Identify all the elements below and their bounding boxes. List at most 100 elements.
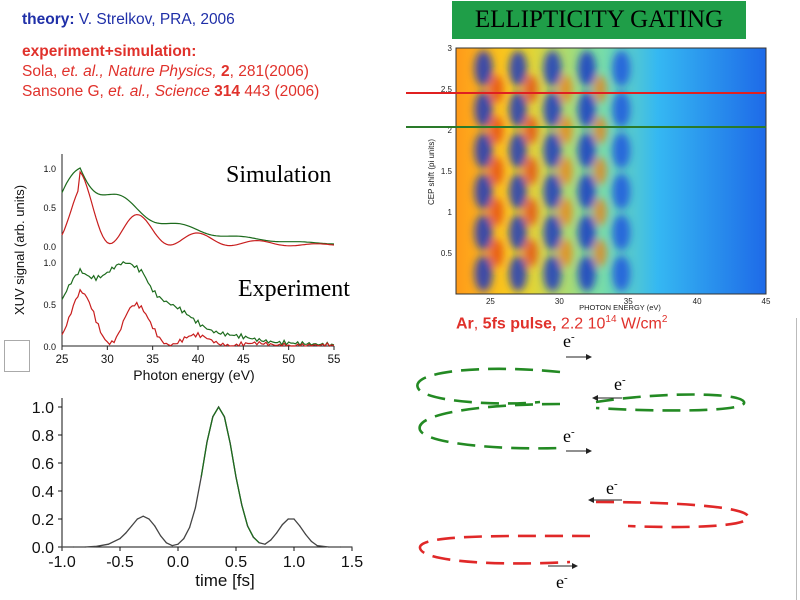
time-chart-ytick-label: 0.4 xyxy=(32,484,54,501)
time-chart-point xyxy=(351,546,353,548)
heatmap-red-blob xyxy=(558,157,573,185)
experiment-label-text: Experiment xyxy=(236,276,352,303)
ref1-authors: Sola, xyxy=(22,63,62,80)
caption-unit-exponent: 2 xyxy=(661,314,668,325)
cep-heatmap-figure: 3 2.5 2 1.5 1 0.5 25 30 35 40 45 CEP shift (pi un… xyxy=(427,44,771,312)
ref2-rest: 443 (2006) xyxy=(240,83,320,100)
heatmap-red-blob xyxy=(592,116,607,144)
time-chart-point xyxy=(154,525,156,527)
heatmap-xtick-label: 25 xyxy=(486,297,495,306)
heatmap-blue-blob xyxy=(474,132,493,169)
time-chart-ytick-label: 0.6 xyxy=(32,456,54,473)
time-chart-point xyxy=(252,536,254,538)
time-chart-point xyxy=(247,525,249,527)
green-trajectory-lower xyxy=(418,402,561,450)
electron-e-2: e xyxy=(614,374,622,394)
heatmap-blue-blob xyxy=(474,173,493,210)
spectra-bottom-ytick-label: 0.5 xyxy=(43,300,56,310)
right-edge-divider xyxy=(796,318,797,600)
electron-label-5: e- xyxy=(556,572,568,593)
heatmap-blue-blob xyxy=(612,214,631,251)
heatmap-xtick-label: 30 xyxy=(555,297,564,306)
heatmap-y-ticks: 3 2.5 2 1.5 1 0.5 xyxy=(441,44,453,258)
time-chart-point xyxy=(287,518,289,520)
time-chart-point xyxy=(229,442,231,444)
spectra-top-yticks: 1.0 0.5 0.0 xyxy=(43,164,56,252)
simulation-label: Simulation xyxy=(224,162,334,189)
heatmap-blue-blob xyxy=(577,214,596,251)
heatmap-xtick-label: 35 xyxy=(624,297,633,306)
time-chart-series-line xyxy=(62,405,352,548)
time-chart-point xyxy=(131,525,133,527)
spectra-xtick-label: 45 xyxy=(237,354,250,366)
time-chart-point xyxy=(281,524,283,526)
red-cep-line xyxy=(406,92,766,94)
green-cep-line xyxy=(406,126,766,128)
electron-e-1: e xyxy=(563,331,571,351)
green-trajectory-upper xyxy=(416,367,561,405)
heatmap-ytick-label: 2.5 xyxy=(441,85,453,94)
caption-atom: Ar xyxy=(456,315,474,333)
heatmap-red-blob xyxy=(489,239,504,267)
spectra-bottom-ytick-label: 0.0 xyxy=(43,342,56,352)
heatmap-xtick-label: 40 xyxy=(693,297,702,306)
heatmap-red-blob xyxy=(558,198,573,226)
electron-label-1: e- xyxy=(563,331,575,352)
time-chart-point xyxy=(73,546,75,548)
reference-2: Sansone G, et. al., Science 314 443 (200… xyxy=(22,82,319,102)
heatmap-blue-blob xyxy=(543,91,562,128)
heatmap-red-blob xyxy=(524,198,538,226)
heatmap-blue-blob xyxy=(543,214,562,251)
heatmap-ytick-label: 3 xyxy=(448,44,453,53)
time-chart-point xyxy=(183,538,185,540)
arrow-head-5-icon xyxy=(572,563,578,569)
electron-sup-3: - xyxy=(571,426,575,438)
heatmap-red-blob xyxy=(489,75,504,103)
heatmap-red-blob xyxy=(558,239,573,267)
spectra-bottom-ytick-label: 1.0 xyxy=(43,258,56,268)
time-chart-point xyxy=(206,441,208,443)
caption-intensity: 2.2 10 xyxy=(556,315,606,333)
time-chart-xtick-label: 0.0 xyxy=(167,554,189,571)
spectra-xtick-label: 40 xyxy=(192,354,205,366)
time-chart-point xyxy=(177,543,179,545)
theory-reference: theory: V. Strelkov, PRA, 2006 xyxy=(22,10,319,30)
electron-trajectory-diagram xyxy=(416,354,750,569)
electron-sup-4: - xyxy=(614,478,618,490)
heatmap-red-blob xyxy=(524,239,538,267)
heatmap-blue-blob xyxy=(543,132,562,169)
heatmap-red-blob xyxy=(524,116,538,144)
electron-e-5: e xyxy=(556,572,564,592)
heatmap-blue-blob xyxy=(474,50,493,87)
heatmap-blue-blob xyxy=(577,91,596,128)
heatmap-red-blob xyxy=(489,157,504,185)
references-block: theory: V. Strelkov, PRA, 2006 experimen… xyxy=(22,10,319,102)
heatmap-blue-blob xyxy=(577,132,596,169)
time-chart-ytick-label: 1.0 xyxy=(32,400,54,417)
theory-text: V. Strelkov, PRA, 2006 xyxy=(74,11,235,28)
heatmap-red-blob xyxy=(592,75,607,103)
time-chart-point xyxy=(142,515,144,517)
ref1-volume: 2 xyxy=(221,63,230,80)
caption-unit: W/cm xyxy=(616,315,662,333)
pulse-caption: Ar, 5fs pulse, 2.2 1014 W/cm2 xyxy=(456,314,667,333)
time-chart-green-overlay xyxy=(200,405,260,544)
heatmap-blue-blob xyxy=(577,50,596,87)
time-chart-point xyxy=(305,533,307,535)
heatmap-ylabel: CEP shift (pi units) xyxy=(427,139,436,205)
time-chart-x-ticks: -1.0 -0.5 0.0 0.5 1.0 1.5 xyxy=(48,547,363,571)
heatmap-red-blob xyxy=(524,157,538,185)
experiment-green-curve xyxy=(61,260,335,348)
small-empty-box xyxy=(4,340,30,372)
spectra-xtick-label: 50 xyxy=(282,354,295,366)
time-chart-point xyxy=(200,476,202,478)
heatmap-blue-blob xyxy=(543,173,562,210)
spectra-top-ytick-label: 0.0 xyxy=(43,242,56,252)
heatmap-blobs xyxy=(474,50,631,292)
heatmap-frame xyxy=(455,47,767,295)
spectra-ylabel: XUV signal (arb. units) xyxy=(12,185,27,315)
experiment-red-curve xyxy=(61,288,335,348)
time-chart-point xyxy=(136,518,138,520)
time-chart-point xyxy=(119,538,121,540)
time-chart-point xyxy=(148,518,150,520)
